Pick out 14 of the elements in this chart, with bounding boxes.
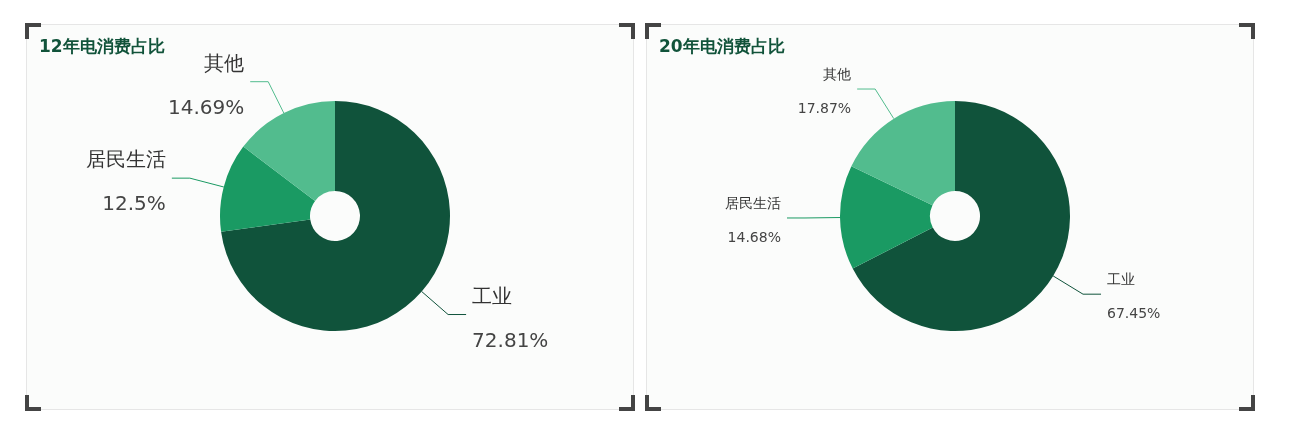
data-label: 14.69% xyxy=(167,94,245,119)
data-label: 12.5% xyxy=(102,191,166,216)
slice-label: 工业 xyxy=(472,283,513,308)
data-label: 17.87% xyxy=(797,100,852,117)
data-label: 14.68% xyxy=(727,228,782,245)
chart-title: 20年电消费占比 xyxy=(659,35,785,58)
slice-label: 其他 xyxy=(204,50,245,75)
data-label: 72.81% xyxy=(472,327,549,352)
slice-label: 其他 xyxy=(823,66,852,83)
data-label: 67.45% xyxy=(1107,305,1161,322)
slice-label: 工业 xyxy=(1107,271,1136,288)
slice-label: 居民生活 xyxy=(725,194,782,211)
slice-label: 居民生活 xyxy=(85,147,166,172)
chart-title: 12年电消费占比 xyxy=(39,35,165,58)
